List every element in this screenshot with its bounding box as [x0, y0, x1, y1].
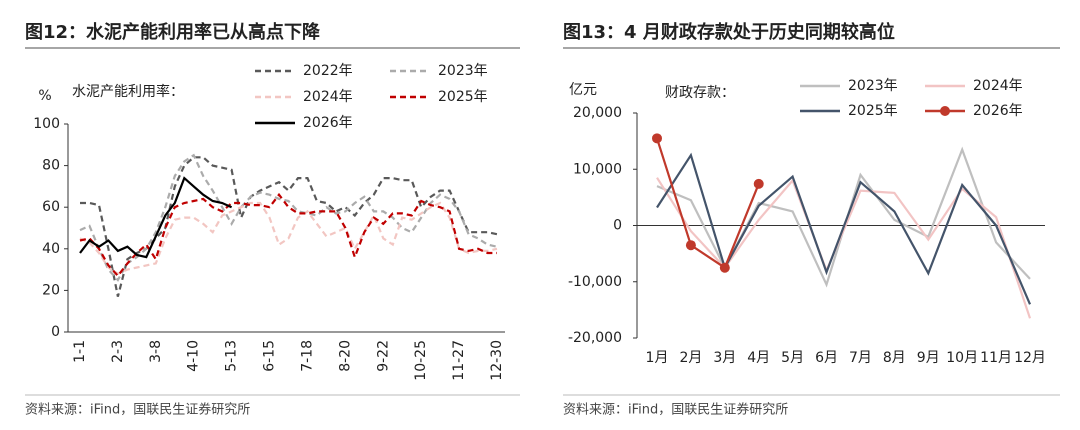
- point: [685, 240, 696, 251]
- x-tick-label: 10-25: [413, 340, 429, 381]
- x-tick-label: 1月: [646, 350, 669, 366]
- x-tick-label: 9月: [917, 350, 940, 366]
- point: [753, 178, 764, 189]
- y-tick-label: -10,000: [568, 274, 622, 290]
- x-tick-label: 2-3: [110, 340, 126, 363]
- chart-title: 图12：水泥产能利用率已从高点下降: [25, 21, 321, 43]
- x-tick-label: 4-10: [186, 340, 202, 372]
- y-tick-label: 20,000: [573, 105, 622, 121]
- legend-title: 水泥产能利用率：: [72, 83, 184, 100]
- y-tick-label: 0: [51, 324, 60, 340]
- legend-label: 2023年: [438, 63, 488, 79]
- x-tick-label: 2月: [679, 350, 702, 366]
- series-line: [656, 177, 1032, 319]
- x-tick-label: 4月: [747, 350, 770, 366]
- x-tick-label: 10月: [946, 350, 978, 366]
- series-line: [79, 192, 497, 278]
- y-axis-label: 亿元: [569, 82, 597, 98]
- x-tick-label: 8月: [883, 350, 906, 366]
- y-axis-label: %: [38, 88, 51, 104]
- x-tick-label: 9-22: [375, 340, 391, 372]
- series-line: [656, 146, 1031, 288]
- legend-label: 2025年: [438, 89, 488, 105]
- x-tick-label: 12-30: [489, 340, 505, 381]
- y-tick-label: 100: [33, 116, 60, 132]
- x-tick-label: 3月: [713, 350, 736, 366]
- legend-marker: [940, 106, 950, 116]
- series-line: [655, 137, 760, 270]
- legend-label: 2025年: [848, 103, 898, 119]
- x-tick-label: 12月: [1014, 350, 1046, 366]
- point: [652, 133, 662, 144]
- legend-label: 2026年: [303, 115, 353, 131]
- x-tick-label: 1-1: [72, 340, 88, 363]
- y-tick-label: 10,000: [573, 161, 622, 177]
- legend-title: 财政存款：: [665, 85, 735, 101]
- x-tick-label: 7月: [849, 350, 872, 366]
- source: 资料来源：iFind，国联民生证券研究所: [25, 402, 250, 418]
- x-tick-label: 8-20: [337, 340, 353, 372]
- x-tick-label: 11-27: [451, 340, 467, 381]
- y-tick-label: 40: [42, 241, 60, 257]
- legend-label: 2024年: [973, 78, 1023, 94]
- legend-label: 2024年: [303, 89, 353, 105]
- legend-label: 2026年: [973, 103, 1023, 119]
- series-line: [80, 156, 498, 297]
- y-tick-label: 0: [613, 218, 622, 234]
- series-line: [79, 201, 498, 276]
- x-tick-label: 11月: [980, 350, 1012, 366]
- y-tick-label: 60: [42, 199, 60, 215]
- point: [719, 262, 730, 273]
- x-tick-label: 7-18: [299, 340, 315, 372]
- x-tick-label: 5月: [781, 350, 804, 366]
- x-tick-label: 3-8: [148, 340, 164, 363]
- series-line: [79, 176, 233, 259]
- x-tick-label: 6-15: [262, 340, 278, 372]
- legend-label: 2022年: [303, 63, 353, 79]
- source: 资料来源：iFind，国联民生证券研究所: [563, 402, 788, 418]
- y-tick-label: 20: [42, 282, 60, 298]
- x-tick-label: 5-13: [224, 340, 240, 372]
- y-tick-label: 80: [42, 158, 60, 174]
- y-tick-label: -20,000: [568, 330, 622, 346]
- legend-label: 2023年: [848, 78, 898, 94]
- series-line: [79, 153, 498, 282]
- series-line: [656, 152, 1032, 305]
- chart-title: 图13：4 月财政存款处于历史同期较高位: [563, 21, 895, 43]
- x-tick-label: 6月: [815, 350, 838, 366]
